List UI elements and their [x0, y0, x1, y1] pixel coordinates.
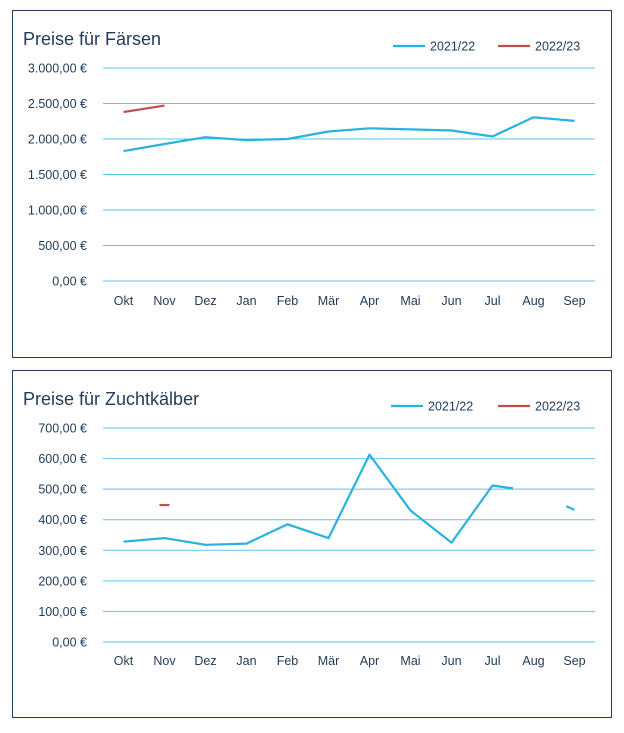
x-tick-label: Jun [441, 294, 461, 308]
x-tick-label: Jan [236, 294, 256, 308]
legend-label: 2022/23 [535, 400, 580, 414]
x-tick-label: Okt [114, 654, 134, 668]
x-tick-label: Apr [360, 294, 379, 308]
x-tick-label: Sep [563, 654, 585, 668]
legend-label: 2021/22 [428, 400, 473, 414]
chart-title: Preise für Zuchtkälber [23, 389, 199, 409]
y-tick-label: 300,00 € [38, 544, 87, 558]
chart-panel-faersen: Preise für Färsen 0,00 € 500,00 € 1.000,00 … [12, 10, 612, 358]
y-tick-label: 200,00 € [38, 574, 87, 588]
chart-faersen: Preise für Färsen 0,00 € 500,00 € 1.000,00 … [23, 29, 595, 308]
x-tick-label: Dez [194, 294, 216, 308]
y-tick-label: 500,00 € [38, 483, 87, 497]
chart-panel-zuchtkaelber: Preise für Zuchtkälber 0,00 € 100,00 € 200,… [12, 370, 612, 718]
chart-zuchtkaelber: Preise für Zuchtkälber 0,00 € 100,00 € 200,… [23, 389, 595, 668]
y-tick-label: 0,00 € [52, 636, 87, 650]
series-line-2021-22 [565, 505, 575, 511]
legend-label: 2022/23 [535, 40, 580, 54]
series-line-2021-22 [123, 453, 514, 546]
y-tick-label: 600,00 € [38, 452, 87, 466]
y-tick-label: 1.000,00 € [28, 204, 87, 218]
x-tick-label: Aug [522, 294, 544, 308]
y-tick-label: 0,00 € [52, 275, 87, 289]
x-tick-label: Mai [400, 294, 420, 308]
y-tick-label: 500,00 € [38, 239, 87, 253]
x-tick-label: Jul [485, 654, 501, 668]
y-tick-label: 400,00 € [38, 513, 87, 527]
x-tick-label: Mär [318, 654, 340, 668]
x-tick-label: Sep [563, 294, 585, 308]
x-tick-label: Jun [441, 654, 461, 668]
series-line-2022-23 [123, 104, 165, 114]
x-tick-label: Okt [114, 294, 134, 308]
x-tick-label: Nov [153, 654, 176, 668]
x-tick-label: Feb [277, 654, 299, 668]
y-tick-label: 3.000,00 € [28, 62, 87, 76]
x-tick-label: Jul [485, 294, 501, 308]
x-tick-label: Dez [194, 654, 216, 668]
y-tick-label: 1.500,00 € [28, 168, 87, 182]
series-line-2021-22 [123, 116, 575, 153]
x-tick-label: Jan [236, 654, 256, 668]
y-tick-label: 2.500,00 € [28, 97, 87, 111]
x-tick-label: Feb [277, 294, 299, 308]
x-tick-label: Mai [400, 654, 420, 668]
y-tick-label: 100,00 € [38, 605, 87, 619]
x-tick-label: Aug [522, 654, 544, 668]
x-tick-label: Apr [360, 654, 379, 668]
x-tick-label: Mär [318, 294, 340, 308]
legend-label: 2021/22 [430, 40, 475, 54]
y-tick-label: 700,00 € [38, 422, 87, 436]
x-tick-label: Nov [153, 294, 176, 308]
y-tick-label: 2.000,00 € [28, 133, 87, 147]
chart-title: Preise für Färsen [23, 29, 161, 49]
